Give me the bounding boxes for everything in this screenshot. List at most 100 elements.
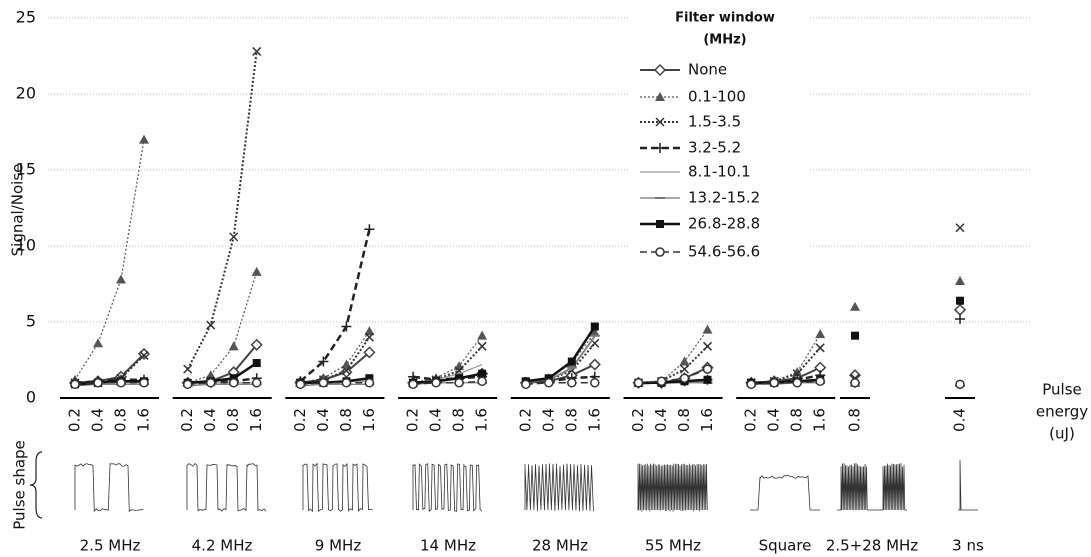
marker: [658, 377, 666, 385]
x-tick-label: 0.8: [112, 408, 130, 432]
marker-shape: [955, 276, 965, 285]
marker: [568, 358, 576, 366]
marker: [116, 274, 126, 283]
chart: Signal/Noise Pulse shape 0510152025Filte…: [0, 0, 1091, 557]
marker-shape: [93, 338, 103, 347]
x-tick-label: 1.6: [247, 408, 265, 432]
legend-label: 1.5-3.5: [688, 113, 741, 131]
x-tick-label: 0.4: [314, 408, 332, 432]
marker-shape: [656, 220, 664, 228]
pulse-waveform: [187, 464, 266, 512]
marker-shape: [253, 359, 261, 367]
marker-shape: [656, 248, 664, 256]
marker-shape: [478, 370, 486, 378]
group-label: 2.5+28 MHz: [826, 537, 918, 555]
marker-shape: [230, 233, 238, 241]
legend-label: 54.6-56.6: [688, 243, 760, 261]
marker-shape: [591, 323, 599, 331]
marker: [703, 325, 713, 334]
marker-shape: [681, 365, 689, 373]
marker: [139, 135, 149, 144]
pulse-waveform: [638, 464, 707, 512]
x-tick-label: 0.8: [846, 408, 864, 432]
y-tick-label: 10: [16, 236, 36, 255]
legend-label: 3.2-5.2: [688, 139, 741, 157]
marker-shape: [747, 380, 755, 388]
marker-shape: [545, 379, 553, 387]
marker: [545, 379, 553, 387]
series-line: [75, 140, 144, 380]
marker: [591, 379, 599, 387]
legend-label: None: [688, 61, 727, 79]
marker: [955, 305, 965, 315]
marker: [956, 380, 964, 388]
x-tick-label: 0.2: [516, 408, 534, 432]
x-tick-label: 1.6: [585, 408, 603, 432]
marker: [590, 360, 600, 370]
marker: [478, 377, 486, 385]
series-line: [188, 51, 257, 369]
marker: [229, 341, 239, 350]
marker: [956, 224, 964, 232]
x-tick-label: 0.8: [337, 408, 355, 432]
marker-shape: [955, 305, 965, 315]
marker: [455, 379, 463, 387]
group-label: Square: [759, 537, 812, 555]
marker: [816, 344, 824, 352]
marker: [454, 361, 464, 370]
marker: [477, 331, 487, 340]
side-label: Pulse shape: [11, 440, 29, 530]
x-tick-label: 0.8: [450, 408, 468, 432]
marker: [184, 365, 192, 373]
x-tick-label: 0.4: [765, 408, 783, 432]
marker-shape: [184, 365, 192, 373]
pulse-waveform: [303, 464, 373, 512]
marker-shape: [681, 374, 689, 382]
x-tick-label: 0.8: [224, 408, 242, 432]
marker-shape: [568, 358, 576, 366]
group-label: 14 MHz: [420, 537, 476, 555]
x-tick-label: 1.6: [135, 408, 153, 432]
brace: [30, 452, 42, 518]
marker: [851, 332, 859, 340]
x-tick-label: 1.6: [811, 408, 829, 432]
pulse-waveform: [75, 464, 143, 512]
y-tick-label: 15: [16, 160, 36, 179]
marker-shape: [478, 377, 486, 385]
marker-shape: [94, 379, 102, 387]
marker-shape: [956, 224, 964, 232]
y-tick-label: 0: [26, 388, 36, 407]
marker-shape: [409, 380, 417, 388]
marker-shape: [850, 302, 860, 311]
marker: [955, 276, 965, 285]
marker: [117, 379, 125, 387]
legend-label: 13.2-15.2: [688, 189, 760, 207]
pulse-waveform: [525, 464, 593, 512]
marker: [478, 370, 486, 378]
marker: [93, 338, 103, 347]
marker: [656, 220, 664, 228]
x-tick-label: 0.4: [201, 408, 219, 432]
marker-shape: [364, 224, 374, 234]
marker-shape: [704, 365, 712, 373]
x-tick-label: 0.8: [675, 408, 693, 432]
x-tick-label: 0.2: [66, 408, 84, 432]
marker-shape: [184, 380, 192, 388]
marker: [635, 379, 643, 387]
marker: [851, 379, 859, 387]
marker: [409, 380, 417, 388]
x-tick-label: 0.4: [652, 408, 670, 432]
y-tick-label: 5: [26, 312, 36, 331]
marker-shape: [703, 325, 713, 334]
y-tick-label: 25: [16, 8, 36, 27]
marker-shape: [139, 135, 149, 144]
marker: [850, 302, 860, 311]
legend: Filter window(MHz)None0.1-1001.5-3.53.2-…: [630, 4, 810, 274]
x-tick-label: 0.2: [404, 408, 422, 432]
group-label: 9 MHz: [315, 537, 362, 555]
y-tick-label: 20: [16, 84, 36, 103]
marker: [230, 379, 238, 387]
marker-shape: [635, 379, 643, 387]
group-label: 55 MHz: [645, 537, 701, 555]
marker-shape: [680, 357, 690, 366]
